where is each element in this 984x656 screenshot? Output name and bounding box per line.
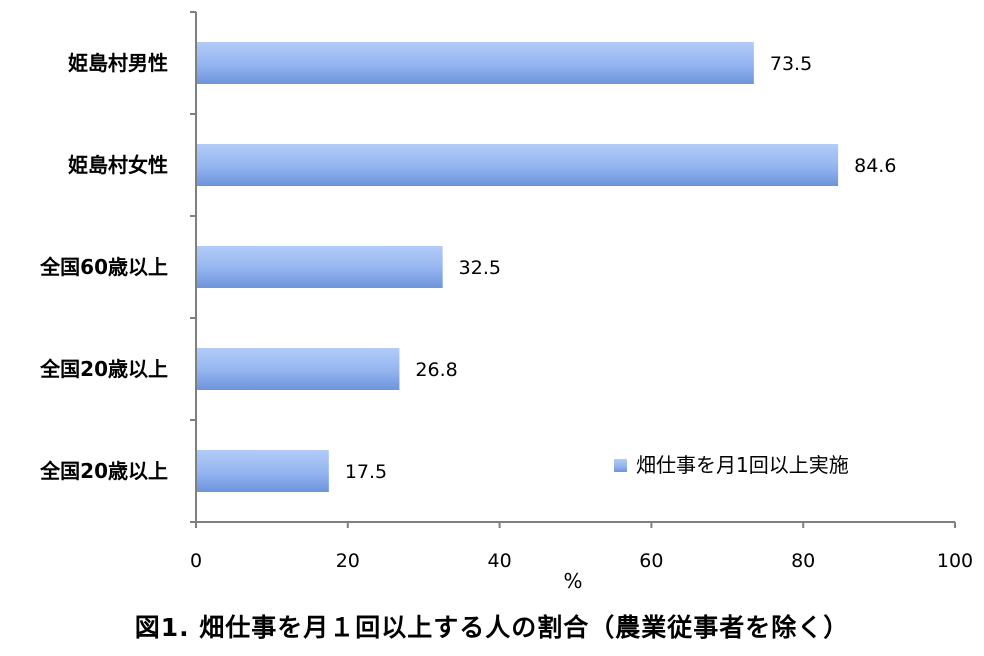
bar [197,348,400,390]
bar-value-label: 17.5 [345,461,387,483]
bar [197,450,329,492]
bar-value-label: 73.5 [770,53,812,75]
x-tick-label: 20 [336,550,360,572]
bar-value-label: 26.8 [415,359,457,381]
bar-value-label: 84.6 [854,155,896,177]
category-label: 全国60歳以上 [39,255,168,279]
legend: 畑仕事を月1回以上実施 [614,453,849,477]
x-tick-label: 80 [791,550,815,572]
category-label: 全国20歳以上 [39,459,168,483]
category-label: 全国20歳以上 [39,357,168,381]
x-axis-title: % [563,569,582,593]
x-tick-label: 0 [190,550,202,572]
category-label: 姫島村女性 [68,153,168,177]
legend-label: 畑仕事を月1回以上実施 [636,453,849,477]
bar [197,144,839,186]
x-tick-label: 60 [639,550,663,572]
bar [197,246,443,288]
bar [197,42,754,84]
bar-chart: 73.5 姫島村男性 84.6 姫島村女性 32.5 全国60歳以上 26.8 全国20歳以上… [39,11,973,593]
legend-swatch [614,459,627,472]
category-label: 姫島村男性 [68,51,168,75]
figure-caption: 図1. 畑仕事を月１回以上する人の割合（農業従事者を除く） [134,613,850,642]
x-tick-label: 100 [937,550,973,572]
x-tick-label: 40 [488,550,512,572]
bar-value-label: 32.5 [459,257,501,279]
